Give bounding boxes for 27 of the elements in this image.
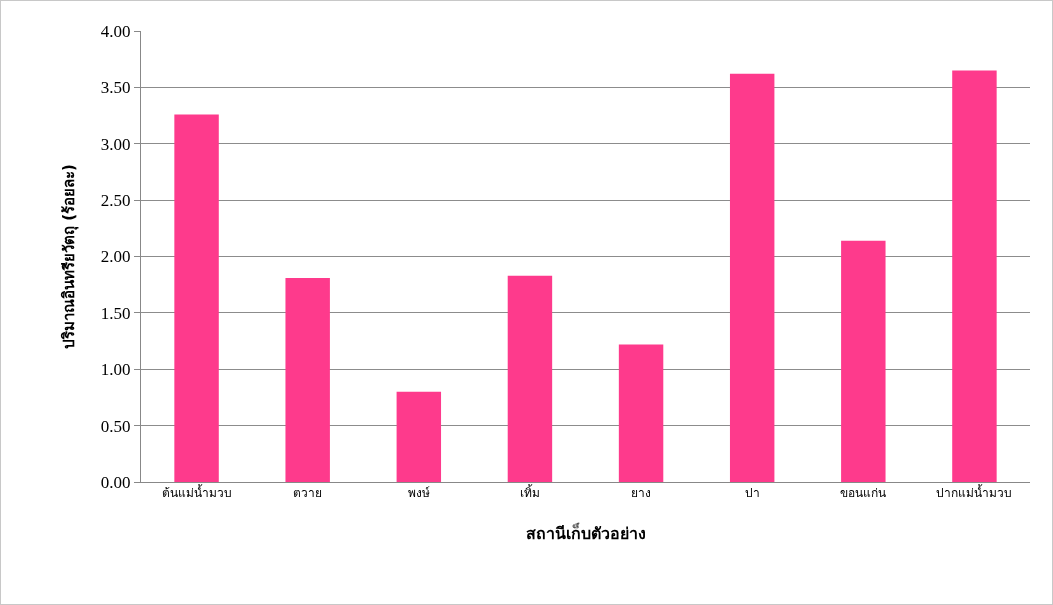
bar <box>507 275 553 482</box>
y-tick-label: 4.00 <box>100 21 131 41</box>
y-tick-label: 1.50 <box>100 303 131 323</box>
y-tick-label: 2.50 <box>100 191 131 211</box>
x-tick-label: ปากแม่น้ำมวบ <box>936 484 1013 501</box>
bar <box>396 391 442 482</box>
x-tick-label: เทิ้ม <box>519 484 540 501</box>
x-tick-label: ต้นแม่น้ำมวบ <box>161 484 232 501</box>
x-tick-label: ขอนแก่น <box>840 486 887 501</box>
x-tick-label: พงษ์ <box>407 486 430 501</box>
x-axis-title: สถานีเก็บตัวอย่าง <box>525 522 646 544</box>
x-tick-label: ยาง <box>631 486 652 501</box>
bar <box>952 70 997 482</box>
x-tick-label: ปา <box>744 486 760 501</box>
y-tick-label: 3.00 <box>100 134 131 154</box>
y-axis-title: ปริมาณอินทรียวัตถุ (ร้อยละ) <box>60 164 80 349</box>
bar <box>729 73 775 482</box>
x-tick-label: ตวาย <box>293 486 323 501</box>
bar <box>618 344 664 482</box>
y-tick-label: 2.00 <box>100 247 131 267</box>
y-tick-label: 0.50 <box>100 416 131 436</box>
bar <box>174 114 219 482</box>
y-tick-label: 1.00 <box>100 360 131 380</box>
y-tick-label: 3.50 <box>100 78 131 98</box>
bar <box>285 277 330 482</box>
bar <box>841 240 886 482</box>
y-tick-label: 0.00 <box>100 472 131 492</box>
